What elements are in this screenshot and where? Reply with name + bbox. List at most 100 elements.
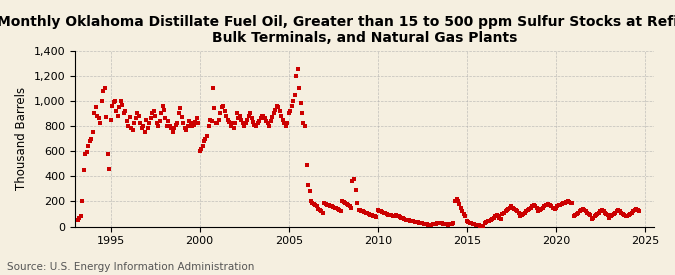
Point (285, 109, 296, 113)
Point (113, 114, 124, 118)
Point (182, 124, 193, 128)
Point (306, 199, 317, 204)
Point (543, 202, 554, 206)
Point (362, 211, 373, 216)
Point (412, 220, 423, 225)
Point (133, 114, 144, 118)
Point (347, 179, 358, 183)
Point (399, 217, 410, 221)
Point (420, 222, 431, 226)
Point (537, 205, 548, 210)
Point (456, 205, 466, 210)
Point (477, 224, 487, 228)
Point (525, 205, 536, 210)
Point (400, 218, 411, 222)
Point (443, 222, 454, 227)
Point (564, 200, 574, 204)
Point (289, 92, 300, 97)
Point (321, 202, 331, 206)
Point (356, 209, 367, 213)
Point (296, 111, 307, 116)
Point (232, 111, 242, 116)
Point (551, 205, 562, 210)
Point (175, 106, 186, 111)
Point (515, 214, 526, 219)
Point (591, 213, 601, 218)
Point (322, 202, 333, 207)
Point (527, 204, 538, 209)
Point (86, 136, 97, 141)
Point (349, 177, 360, 181)
Point (76, 214, 86, 219)
Point (271, 104, 282, 108)
Point (614, 209, 625, 214)
Point (384, 213, 395, 218)
Point (499, 210, 510, 215)
Point (435, 221, 446, 225)
Point (568, 214, 579, 219)
Point (595, 209, 606, 214)
Point (258, 114, 269, 118)
Point (221, 114, 232, 118)
Point (129, 121, 140, 126)
Point (421, 222, 432, 227)
Point (458, 212, 469, 216)
Point (616, 210, 626, 215)
Point (288, 99, 298, 103)
Point (269, 111, 279, 116)
Point (418, 222, 429, 226)
Point (363, 212, 374, 216)
Point (567, 201, 578, 205)
Point (619, 213, 630, 218)
Point (447, 222, 458, 226)
Point (601, 212, 612, 216)
Point (157, 104, 168, 108)
Point (111, 109, 122, 113)
Point (261, 119, 272, 123)
Point (547, 205, 558, 210)
Point (274, 109, 285, 113)
Point (191, 116, 202, 121)
Point (576, 208, 587, 212)
Point (375, 209, 386, 214)
Point (240, 121, 251, 126)
Point (139, 130, 150, 134)
Point (148, 109, 159, 113)
Point (618, 212, 628, 216)
Point (101, 115, 111, 119)
Point (277, 117, 288, 122)
Point (360, 210, 371, 215)
Point (263, 121, 273, 126)
Point (479, 221, 490, 225)
Point (276, 114, 287, 118)
Point (160, 116, 171, 121)
Point (315, 208, 325, 212)
Point (213, 117, 224, 122)
Title: Monthly Oklahoma Distillate Fuel Oil, Greater than 15 to 500 ppm Sulfur Stocks a: Monthly Oklahoma Distillate Fuel Oil, Gr… (0, 15, 675, 45)
Point (634, 209, 645, 214)
Point (521, 209, 532, 214)
Point (394, 214, 404, 219)
Point (343, 203, 354, 207)
Point (481, 220, 491, 224)
Point (215, 111, 226, 116)
Point (154, 119, 165, 123)
Point (77, 199, 88, 204)
Point (153, 124, 163, 128)
Point (410, 219, 421, 224)
Point (211, 121, 221, 126)
Point (491, 213, 502, 218)
Point (466, 221, 477, 226)
Point (279, 121, 290, 126)
Point (344, 204, 355, 209)
Point (577, 207, 588, 211)
Point (302, 183, 313, 187)
Point (132, 111, 142, 116)
Point (368, 214, 379, 218)
Point (219, 109, 230, 113)
Point (107, 104, 117, 108)
Point (578, 208, 589, 212)
Point (317, 210, 328, 215)
Point (429, 222, 439, 226)
Point (308, 202, 319, 206)
